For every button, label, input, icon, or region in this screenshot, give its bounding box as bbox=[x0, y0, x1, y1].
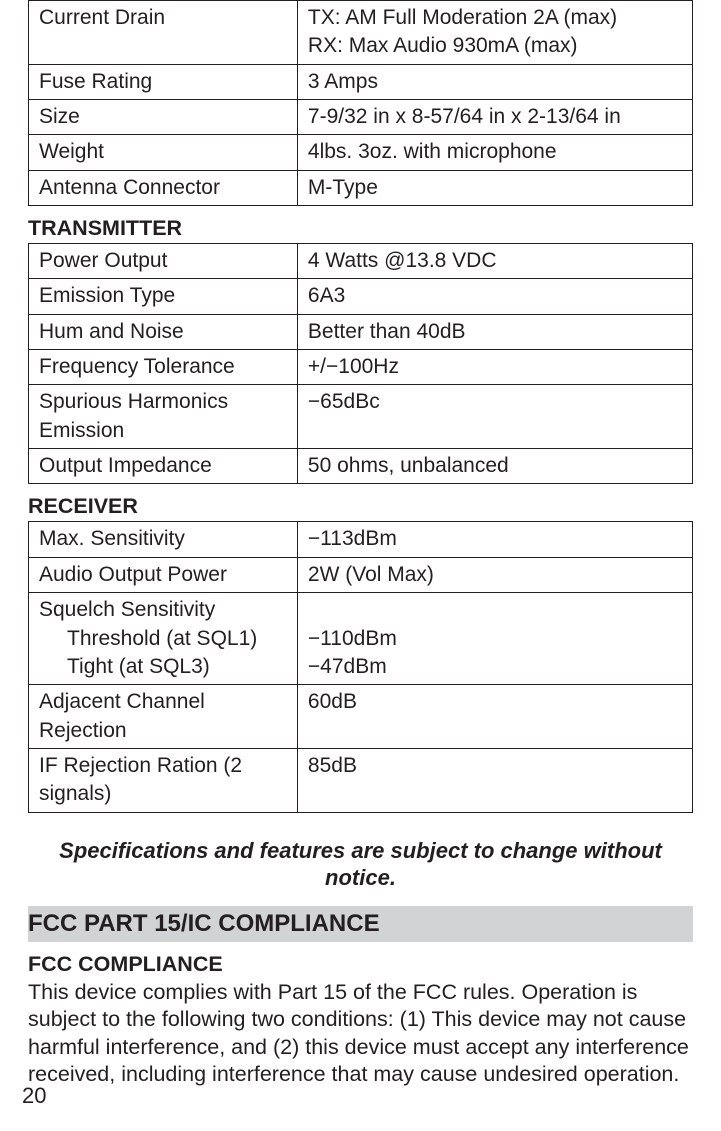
spec-value: 60dB bbox=[297, 685, 692, 749]
spec-label: Output Impedance bbox=[29, 449, 298, 484]
spec-label: Max. Sensitivity bbox=[29, 522, 298, 557]
receiver-spec-table: Max. Sensitivity −113dBm Audio Output Po… bbox=[28, 521, 693, 812]
fcc-body-text: This device complies with Part 15 of the… bbox=[28, 979, 693, 1089]
spec-label: Antenna Connector bbox=[29, 170, 298, 205]
spec-label: IF Rejection Ration (2 signals) bbox=[29, 748, 298, 812]
table-row: Adjacent Channel Rejection 60dB bbox=[29, 685, 693, 749]
table-row: Antenna Connector M-Type bbox=[29, 170, 693, 205]
table-row: Current Drain TX: AM Full Moderation 2A … bbox=[29, 1, 693, 65]
spec-value: −65dBc bbox=[297, 385, 692, 449]
spec-label: Fuse Rating bbox=[29, 64, 298, 99]
spec-label: Weight bbox=[29, 135, 298, 170]
disclaimer-text: Specifications and features are subject … bbox=[28, 837, 693, 892]
fcc-sub-heading: FCC COMPLIANCE bbox=[28, 952, 693, 977]
table-row: Audio Output Power 2W (Vol Max) bbox=[29, 557, 693, 592]
spec-value: 85dB bbox=[297, 748, 692, 812]
table-row: Squelch Sensitivity Threshold (at SQL1) … bbox=[29, 593, 693, 685]
spec-label: Power Output bbox=[29, 244, 298, 279]
spec-value: 3 Amps bbox=[297, 64, 692, 99]
spec-value: 4lbs. 3oz. with microphone bbox=[297, 135, 692, 170]
squelch-main-label: Squelch Sensitivity bbox=[39, 598, 215, 621]
squelch-sub2-value: −47dBm bbox=[308, 655, 387, 678]
table-row: Emission Type 6A3 bbox=[29, 279, 693, 314]
spec-value: −113dBm bbox=[297, 522, 692, 557]
table-row: Output Impedance 50 ohms, unbalanced bbox=[29, 449, 693, 484]
spec-label: Emission Type bbox=[29, 279, 298, 314]
squelch-sub1-label: Threshold (at SQL1) bbox=[39, 625, 289, 653]
spec-label: Adjacent Channel Rejection bbox=[29, 685, 298, 749]
table-row: Max. Sensitivity −113dBm bbox=[29, 522, 693, 557]
table-row: Frequency Tolerance +/−100Hz bbox=[29, 350, 693, 385]
squelch-sub2-label: Tight (at SQL3) bbox=[39, 653, 289, 681]
spec-value: M-Type bbox=[297, 170, 692, 205]
table-row: Spurious Harmonics Emission −65dBc bbox=[29, 385, 693, 449]
spec-value: 2W (Vol Max) bbox=[297, 557, 692, 592]
table-row: IF Rejection Ration (2 signals) 85dB bbox=[29, 748, 693, 812]
squelch-sub1-value: −110dBm bbox=[308, 627, 397, 650]
table-row: Hum and Noise Better than 40dB bbox=[29, 314, 693, 349]
receiver-heading: RECEIVER bbox=[28, 494, 693, 519]
table-row: Weight 4lbs. 3oz. with microphone bbox=[29, 135, 693, 170]
table-row: Size 7-9/32 in x 8-57/64 in x 2-13/64 in bbox=[29, 100, 693, 135]
spec-label: Spurious Harmonics Emission bbox=[29, 385, 298, 449]
page-number: 20 bbox=[22, 1083, 46, 1109]
spec-value: 4 Watts @13.8 VDC bbox=[297, 244, 692, 279]
spec-label: Current Drain bbox=[29, 1, 298, 65]
spec-value: −110dBm −47dBm bbox=[297, 593, 692, 685]
table-row: Power Output 4 Watts @13.8 VDC bbox=[29, 244, 693, 279]
spec-value: Better than 40dB bbox=[297, 314, 692, 349]
transmitter-spec-table: Power Output 4 Watts @13.8 VDC Emission … bbox=[28, 243, 693, 484]
general-spec-table: Current Drain TX: AM Full Moderation 2A … bbox=[28, 0, 693, 206]
spec-value: TX: AM Full Moderation 2A (max) RX: Max … bbox=[297, 1, 692, 65]
table-row: Fuse Rating 3 Amps bbox=[29, 64, 693, 99]
spec-label: Hum and Noise bbox=[29, 314, 298, 349]
spec-value: +/−100Hz bbox=[297, 350, 692, 385]
spec-label: Size bbox=[29, 100, 298, 135]
spec-label: Audio Output Power bbox=[29, 557, 298, 592]
spec-value: 7-9/32 in x 8-57/64 in x 2-13/64 in bbox=[297, 100, 692, 135]
spec-label: Squelch Sensitivity Threshold (at SQL1) … bbox=[29, 593, 298, 685]
transmitter-heading: TRANSMITTER bbox=[28, 216, 693, 241]
spec-value: 50 ohms, unbalanced bbox=[297, 449, 692, 484]
spec-label: Frequency Tolerance bbox=[29, 350, 298, 385]
fcc-gray-heading: FCC PART 15/IC COMPLIANCE bbox=[28, 906, 693, 942]
spec-value: 6A3 bbox=[297, 279, 692, 314]
